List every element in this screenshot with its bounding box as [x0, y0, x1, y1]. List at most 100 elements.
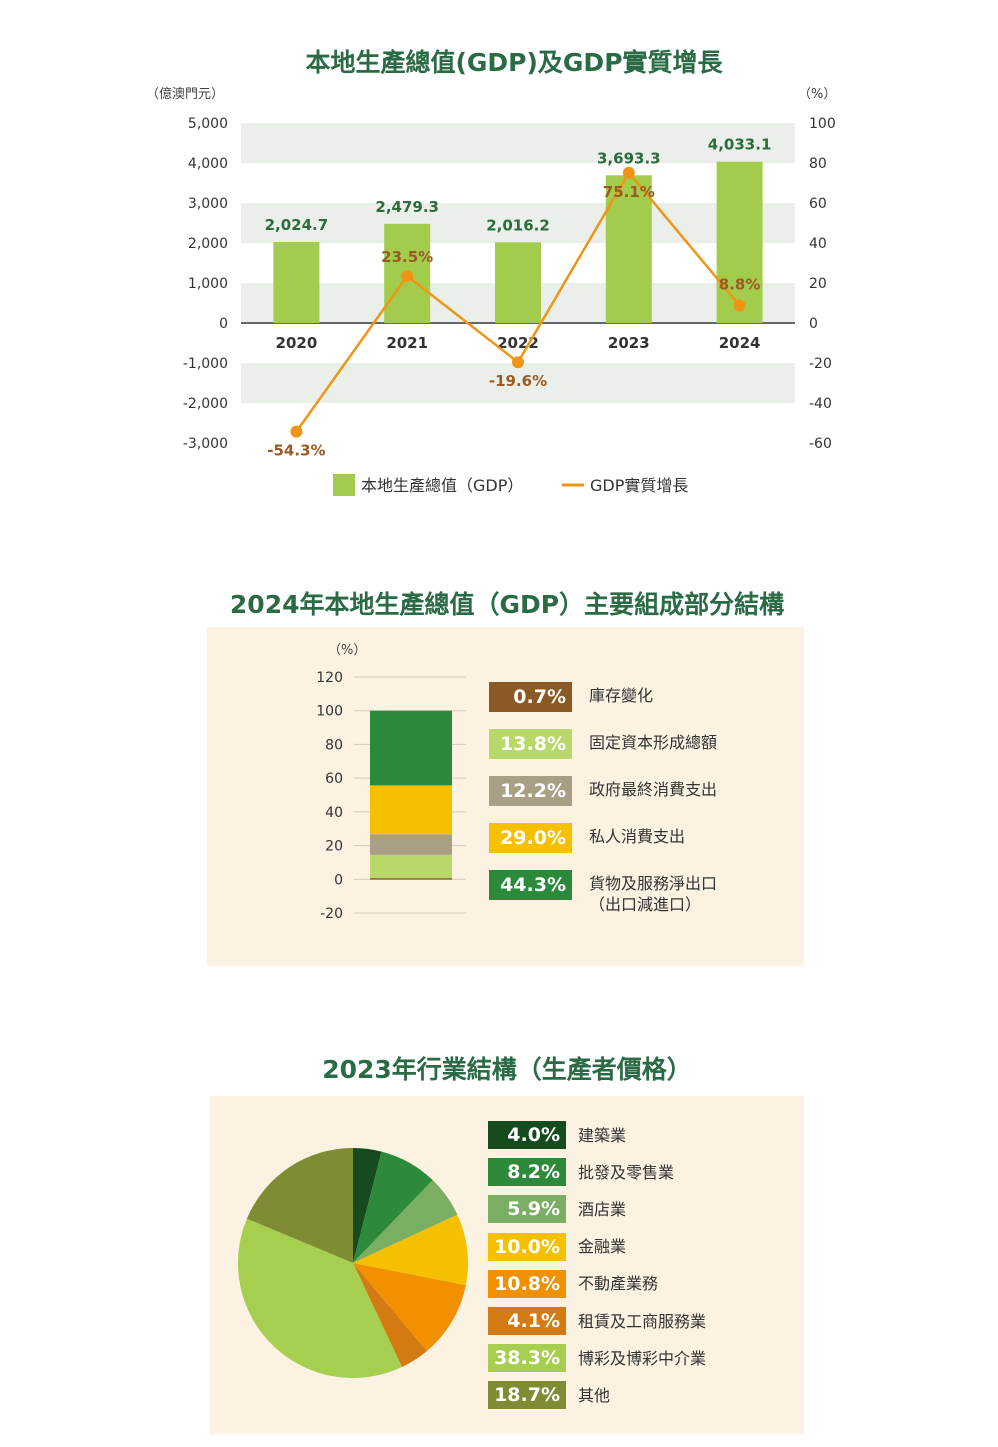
gdp-bar-value-label: 2,016.2	[486, 216, 550, 234]
stacked-segment	[370, 785, 452, 835]
y-tick-label: 0	[334, 872, 343, 888]
grid-band	[241, 203, 795, 243]
industry-legend-label: 金融業	[578, 1237, 627, 1257]
industry-legend-label: 批發及零售業	[578, 1162, 675, 1182]
composition-stacked-bar-chart: （%） 120 100 80 60 40 20 0 -20	[316, 643, 466, 922]
gdp-chart-legend: 本地生產總值（GDP） GDP實質增長	[333, 474, 688, 496]
composition-legend-name: 私人消費支出	[589, 827, 686, 846]
left-tick-label: 0	[219, 316, 228, 332]
composition-unit: （%）	[328, 643, 366, 658]
industry-title-svg: 2023年行業結構（生產者價格）	[322, 1055, 692, 1084]
pie-slice	[246, 1148, 353, 1263]
y-tick-label: 80	[325, 737, 343, 753]
right-tick-label: 80	[809, 156, 827, 172]
year-category-label: 2022	[497, 334, 539, 352]
industry-percent-box: 10.0%	[488, 1232, 566, 1261]
growth-point	[290, 425, 303, 438]
stacked-segment	[370, 854, 452, 879]
pie-slice	[353, 1214, 468, 1286]
industry-legend-item: 10.8% 不動產業務	[488, 1269, 659, 1298]
legend-label-gdp: 本地生產總值（GDP）	[361, 476, 523, 495]
composition-legend-label: 私人消費支出	[589, 826, 685, 847]
y-tick-label: 60	[325, 771, 343, 787]
industry-legend-item: 8.2% 批發及零售業	[488, 1158, 675, 1187]
grid-band	[241, 123, 795, 163]
composition-legend-name: 固定資本形成總額	[589, 733, 718, 752]
pie-slice	[353, 1148, 382, 1263]
composition-legend-label: 政府最終消費支出	[589, 779, 717, 800]
composition-legend-item: 12.2% 政府最終消費支出	[489, 776, 717, 806]
industry-percent-box: 4.0%	[488, 1121, 566, 1149]
composition-chart-title: 2024年本地生產總值（GDP）主要組成部分結構	[230, 590, 784, 619]
composition-legend-item: 0.7% 庫存變化	[489, 682, 653, 712]
gdp-bar-value-label: 2,024.7	[265, 216, 329, 234]
gdp-composition-title-svg: 2024年本地生產總值（GDP）主要組成部分結構	[230, 590, 784, 619]
industry-legend-label: 其他	[578, 1385, 611, 1405]
gdp-bar	[495, 242, 541, 323]
composition-legend-label: 固定資本形成總額	[589, 732, 717, 753]
pie-slice	[353, 1180, 458, 1263]
composition-legend-label: 貨物及服務淨出口 （出口減進口）	[589, 873, 717, 915]
industry-pie-chart	[238, 1148, 468, 1378]
right-tick-label: 20	[809, 276, 827, 292]
stacked-segment	[370, 710, 452, 786]
industry-percent-box: 18.7%	[488, 1381, 566, 1410]
gdp-growth-chart: 本地生產總值(GDP)及GDP實質增長 （億澳門元） （%） 5,000 4,00…	[146, 48, 836, 496]
right-tick-label: 60	[809, 196, 827, 212]
right-tick-label: -20	[809, 356, 832, 372]
composition-legend-name-line2: （出口減進口）	[589, 895, 702, 914]
composition-legend-item: 13.8% 固定資本形成總額	[489, 729, 717, 759]
gdp-bar	[273, 242, 320, 323]
industry-legend-item: 18.7% 其他	[488, 1381, 611, 1410]
right-tick-label: -60	[809, 436, 832, 452]
industry-legend-label: 酒店業	[578, 1199, 627, 1219]
left-tick-label: 2,000	[188, 236, 228, 252]
left-tick-label: -3,000	[183, 436, 228, 452]
pie-slice	[238, 1218, 402, 1378]
left-tick-label: -1,000	[183, 356, 228, 372]
y-tick-label: 40	[325, 805, 343, 821]
right-tick-label: 0	[809, 316, 818, 332]
composition-legend-name: 庫存變化	[589, 686, 654, 705]
industry-legend-label: 不動產業務	[578, 1274, 659, 1294]
composition-legend-label: 庫存變化	[589, 685, 653, 706]
industry-legend-label: 博彩及博彩中介業	[578, 1348, 707, 1368]
industry-legend-item: 5.9% 酒店業	[488, 1195, 627, 1224]
gdp-bar-value-label: 4,033.1	[708, 136, 772, 154]
y-tick-label: 120	[316, 670, 343, 686]
growth-point	[622, 166, 635, 179]
growth-value-label: -54.3%	[267, 442, 325, 460]
growth-value-label: 23.5%	[381, 248, 433, 266]
left-tick-label: 4,000	[188, 156, 228, 172]
composition-percent-box: 12.2%	[489, 776, 572, 806]
year-category-label: 2020	[276, 334, 318, 352]
industry-percent-box: 10.8%	[488, 1269, 566, 1298]
industry-percent-box: 8.2%	[488, 1158, 566, 1187]
industry-legend-label: 租賃及工商服務業	[578, 1311, 707, 1331]
industry-legend-item: 4.0% 建築業	[488, 1121, 626, 1149]
year-category-label: 2021	[386, 334, 428, 352]
industry-percent-box: 4.1%	[488, 1307, 566, 1335]
legend-label-growth: GDP實質增長	[590, 476, 688, 495]
composition-percent-box: 29.0%	[489, 823, 572, 853]
industry-legend-item: 10.0% 金融業	[488, 1232, 627, 1261]
growth-point	[512, 356, 524, 369]
industry-percent-box: 38.3%	[488, 1344, 566, 1373]
gdp-bar-value-label: 2,479.3	[375, 198, 439, 216]
pie-slice	[353, 1151, 433, 1263]
composition-legend-item: 44.3% 貨物及服務淨出口 （出口減進口）	[489, 870, 717, 914]
left-tick-label: -2,000	[183, 396, 228, 412]
growth-value-label: 75.1%	[603, 183, 655, 201]
year-category-label: 2023	[608, 334, 650, 352]
growth-point	[733, 299, 746, 312]
left-tick-label: 3,000	[188, 196, 228, 212]
composition-legend-item: 29.0% 私人消費支出	[489, 823, 685, 853]
grid-band	[241, 363, 795, 403]
growth-value-label: -19.6%	[489, 372, 547, 390]
year-category-label: 2024	[719, 334, 761, 352]
left-axis-unit: （億澳門元）	[146, 86, 224, 102]
stacked-segment	[370, 834, 452, 855]
left-tick-label: 5,000	[188, 116, 228, 132]
left-tick-label: 1,000	[188, 276, 228, 292]
composition-percent-box: 0.7%	[489, 682, 572, 712]
